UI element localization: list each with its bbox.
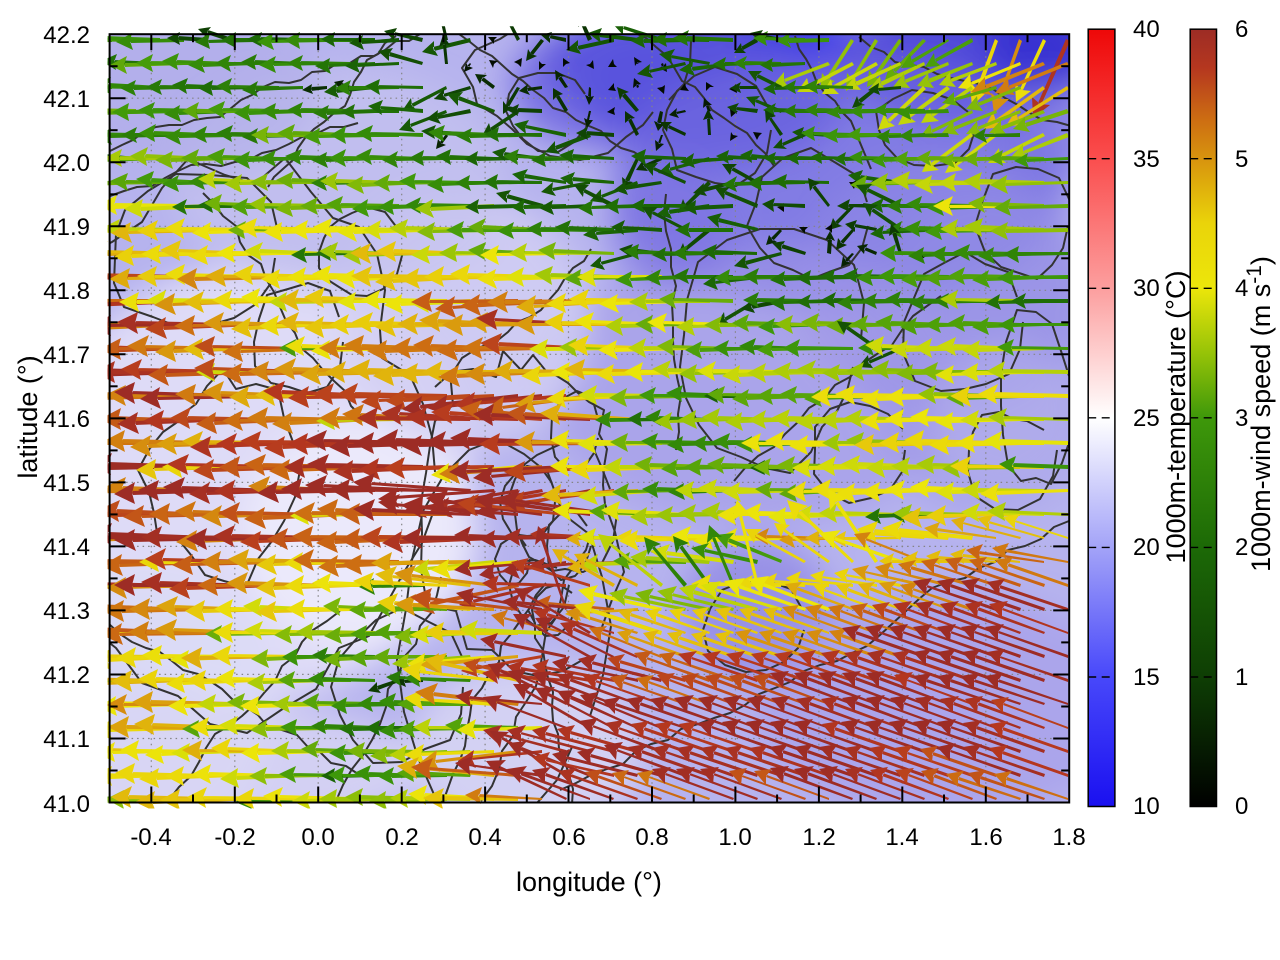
svg-text:1.0: 1.0 bbox=[718, 824, 751, 851]
svg-text:42.0: 42.0 bbox=[43, 150, 90, 177]
svg-text:42.2: 42.2 bbox=[43, 22, 90, 49]
svg-text:5: 5 bbox=[1235, 146, 1248, 173]
svg-text:41.2: 41.2 bbox=[43, 662, 90, 689]
svg-text:41.7: 41.7 bbox=[43, 342, 90, 369]
svg-text:0: 0 bbox=[1235, 793, 1248, 820]
svg-text:15: 15 bbox=[1133, 664, 1160, 691]
svg-text:latitude (°): latitude (°) bbox=[13, 355, 43, 478]
svg-text:3: 3 bbox=[1235, 405, 1248, 432]
svg-text:1.4: 1.4 bbox=[885, 824, 918, 851]
svg-text:41.8: 41.8 bbox=[43, 278, 90, 305]
svg-text:35: 35 bbox=[1133, 146, 1160, 173]
svg-text:6: 6 bbox=[1235, 16, 1248, 43]
svg-text:1000m-temperature (°C): 1000m-temperature (°C) bbox=[1161, 271, 1191, 564]
svg-text:42.1: 42.1 bbox=[43, 86, 90, 113]
svg-text:1.2: 1.2 bbox=[802, 824, 835, 851]
svg-text:41.9: 41.9 bbox=[43, 214, 90, 241]
svg-text:-0.2: -0.2 bbox=[214, 824, 255, 851]
svg-text:41.4: 41.4 bbox=[43, 534, 90, 561]
svg-text:25: 25 bbox=[1133, 405, 1160, 432]
svg-text:20: 20 bbox=[1133, 534, 1160, 561]
svg-text:longitude (°): longitude (°) bbox=[516, 867, 662, 897]
svg-text:41.5: 41.5 bbox=[43, 470, 90, 497]
svg-text:0.8: 0.8 bbox=[635, 824, 668, 851]
svg-text:41.3: 41.3 bbox=[43, 598, 90, 625]
svg-text:1: 1 bbox=[1235, 664, 1248, 691]
svg-text:0.0: 0.0 bbox=[301, 824, 334, 851]
svg-text:41.1: 41.1 bbox=[43, 726, 90, 753]
svg-text:0.2: 0.2 bbox=[385, 824, 418, 851]
svg-text:0.4: 0.4 bbox=[468, 824, 501, 851]
svg-text:1.6: 1.6 bbox=[969, 824, 1002, 851]
svg-text:1000m-wind speed (m s-1): 1000m-wind speed (m s-1) bbox=[1243, 256, 1276, 572]
svg-text:40: 40 bbox=[1133, 16, 1160, 43]
svg-text:0.6: 0.6 bbox=[552, 824, 585, 851]
svg-text:41.6: 41.6 bbox=[43, 406, 90, 433]
svg-text:10: 10 bbox=[1133, 793, 1160, 820]
svg-text:4: 4 bbox=[1235, 275, 1248, 302]
svg-text:30: 30 bbox=[1133, 275, 1160, 302]
svg-text:-0.4: -0.4 bbox=[130, 824, 171, 851]
svg-text:41.0: 41.0 bbox=[43, 791, 90, 818]
svg-text:1.8: 1.8 bbox=[1052, 824, 1085, 851]
svg-text:2: 2 bbox=[1235, 534, 1248, 561]
